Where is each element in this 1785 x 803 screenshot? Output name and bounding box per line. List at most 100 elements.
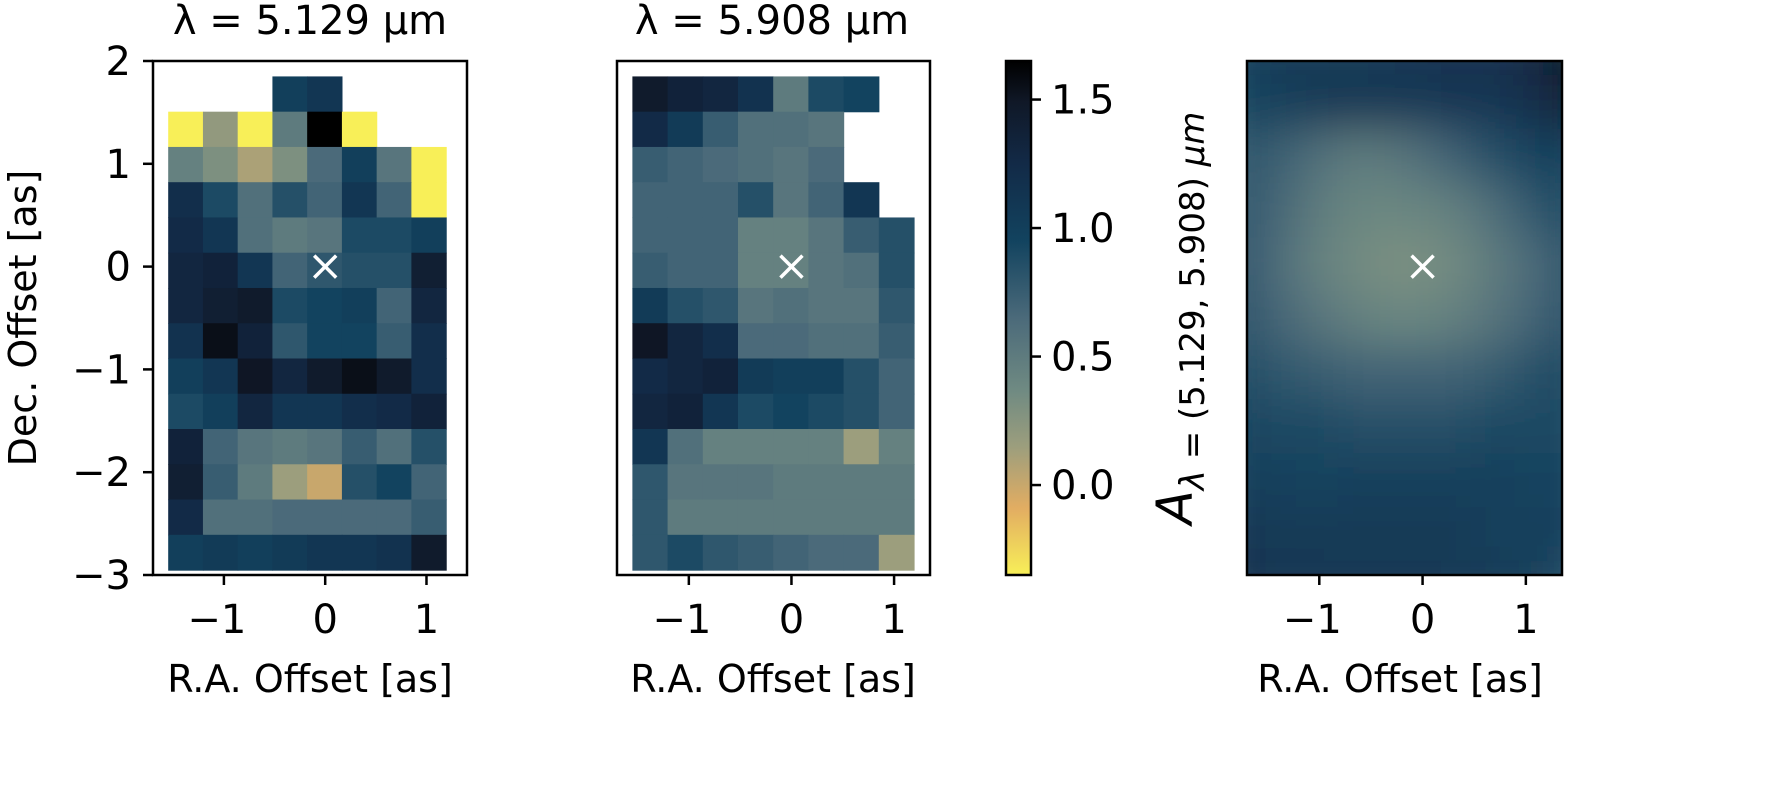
heatmap-cell bbox=[1247, 237, 1252, 292]
heatmap-cell bbox=[1294, 507, 1340, 562]
heatmap-cell bbox=[1250, 61, 1296, 76]
heatmap-cell bbox=[773, 252, 809, 289]
heatmap-cell bbox=[1382, 345, 1428, 400]
heatmap-cell bbox=[632, 499, 669, 536]
heatmap-cell bbox=[667, 111, 704, 148]
heatmap-cell bbox=[202, 429, 239, 465]
panel-title-left: λ = 5.129 µm bbox=[173, 0, 447, 44]
heatmap-cell bbox=[1250, 75, 1296, 130]
heatmap-cell bbox=[272, 252, 308, 289]
heatmap-cell bbox=[1426, 453, 1472, 508]
heatmap-cell bbox=[737, 252, 774, 289]
heatmap-cell bbox=[307, 358, 343, 395]
heatmap-cell bbox=[1247, 345, 1252, 400]
heatmap-cell bbox=[341, 111, 378, 148]
heatmap-cell bbox=[341, 323, 378, 360]
heatmap-cell bbox=[737, 287, 774, 324]
heatmap-cell bbox=[878, 287, 915, 324]
heatmap-cell bbox=[1426, 183, 1472, 238]
heatmap-cell bbox=[307, 76, 343, 113]
axis-ticks-right: −1 0 1 bbox=[1283, 575, 1539, 643]
heatmap-cell bbox=[702, 146, 739, 183]
heatmap-cell bbox=[1247, 399, 1252, 454]
heatmap-cell bbox=[411, 499, 447, 536]
heatmap-cell bbox=[632, 217, 669, 254]
heatmap-cell bbox=[237, 499, 274, 536]
panel-title-middle: λ = 5.908 µm bbox=[635, 0, 909, 44]
heatmap-cell bbox=[843, 252, 880, 289]
heatmap-cell bbox=[376, 252, 412, 289]
heatmap-cell bbox=[1470, 345, 1516, 400]
heatmap-cell bbox=[307, 323, 343, 360]
heatmap-cell bbox=[702, 76, 739, 113]
heatmap-cell bbox=[272, 146, 308, 183]
heatmap-cell bbox=[702, 429, 739, 465]
heatmap-cell bbox=[1338, 453, 1384, 508]
heatmap-cell bbox=[773, 429, 809, 465]
heatmap-cell bbox=[773, 534, 809, 571]
heatmap-cell bbox=[1382, 61, 1428, 76]
heatmap-cell bbox=[702, 323, 739, 360]
heatmap-cell bbox=[667, 217, 704, 254]
heatmap-cell bbox=[168, 323, 204, 360]
heatmap-cell bbox=[808, 287, 845, 324]
heatmap-cell bbox=[1250, 129, 1296, 184]
heatmap-cell bbox=[878, 323, 915, 360]
heatmap-cell bbox=[1470, 561, 1516, 575]
heatmap-cell bbox=[808, 358, 845, 395]
heatmap-cell bbox=[773, 393, 809, 430]
heatmap-cell bbox=[1250, 183, 1296, 238]
x-tick-label: −1 bbox=[1283, 597, 1342, 643]
heatmap-panel-5908: λ = 5.908 µm −1 0 1 R.A. Offset [as] bbox=[615, 0, 932, 701]
heatmap-cell bbox=[1426, 237, 1472, 292]
heatmap-cell bbox=[202, 323, 239, 360]
heatmap-cell bbox=[1247, 561, 1252, 575]
heatmap-cell bbox=[1514, 61, 1559, 76]
heatmap-cell bbox=[1514, 75, 1559, 130]
heatmap-cell bbox=[843, 464, 880, 501]
heatmap-cell bbox=[1426, 561, 1472, 575]
heatmap-cell bbox=[202, 146, 239, 183]
heatmap-cell bbox=[737, 111, 774, 148]
heatmap-cell bbox=[202, 534, 239, 571]
heatmap-cell bbox=[307, 534, 343, 571]
heatmap-cell bbox=[632, 323, 669, 360]
heatmap-cell bbox=[843, 76, 880, 113]
heatmap-cell bbox=[341, 182, 378, 219]
heatmap-cell bbox=[843, 358, 880, 395]
heatmap-cell bbox=[202, 182, 239, 219]
heatmap-cell bbox=[773, 358, 809, 395]
heatmap-cell bbox=[737, 217, 774, 254]
heatmap-cell bbox=[341, 287, 378, 324]
heatmap-cell bbox=[773, 323, 809, 360]
heatmap-cell bbox=[843, 534, 880, 571]
heatmap-cell bbox=[1558, 291, 1562, 346]
heatmap-cell bbox=[702, 499, 739, 536]
heatmap-cell bbox=[632, 252, 669, 289]
heatmap-cell bbox=[1470, 75, 1516, 130]
heatmap-cell bbox=[667, 429, 704, 465]
heatmap-cell bbox=[1294, 129, 1340, 184]
heatmap-cells-5129 bbox=[168, 76, 447, 571]
heatmap-cell bbox=[878, 217, 915, 254]
heatmap-cell bbox=[1338, 345, 1384, 400]
heatmap-cell bbox=[808, 111, 845, 148]
heatmap-cell bbox=[632, 76, 669, 113]
x-tick-label: −1 bbox=[187, 597, 246, 643]
heatmap-cell bbox=[341, 252, 378, 289]
x-tick-label: −1 bbox=[652, 597, 711, 643]
heatmap-cell bbox=[237, 323, 274, 360]
heatmap-cell bbox=[1294, 291, 1340, 346]
heatmap-cell bbox=[376, 464, 412, 501]
heatmap-cell bbox=[1247, 291, 1252, 346]
heatmap-cell bbox=[667, 393, 704, 430]
heatmap-cell bbox=[878, 464, 915, 501]
heatmap-cell bbox=[1470, 183, 1516, 238]
heatmap-cell bbox=[1338, 507, 1384, 562]
heatmap-cell bbox=[1338, 75, 1384, 130]
heatmap-cell bbox=[667, 499, 704, 536]
x-tick-label: 0 bbox=[312, 597, 337, 643]
heatmap-cell bbox=[341, 429, 378, 465]
heatmap-cell bbox=[168, 429, 204, 465]
